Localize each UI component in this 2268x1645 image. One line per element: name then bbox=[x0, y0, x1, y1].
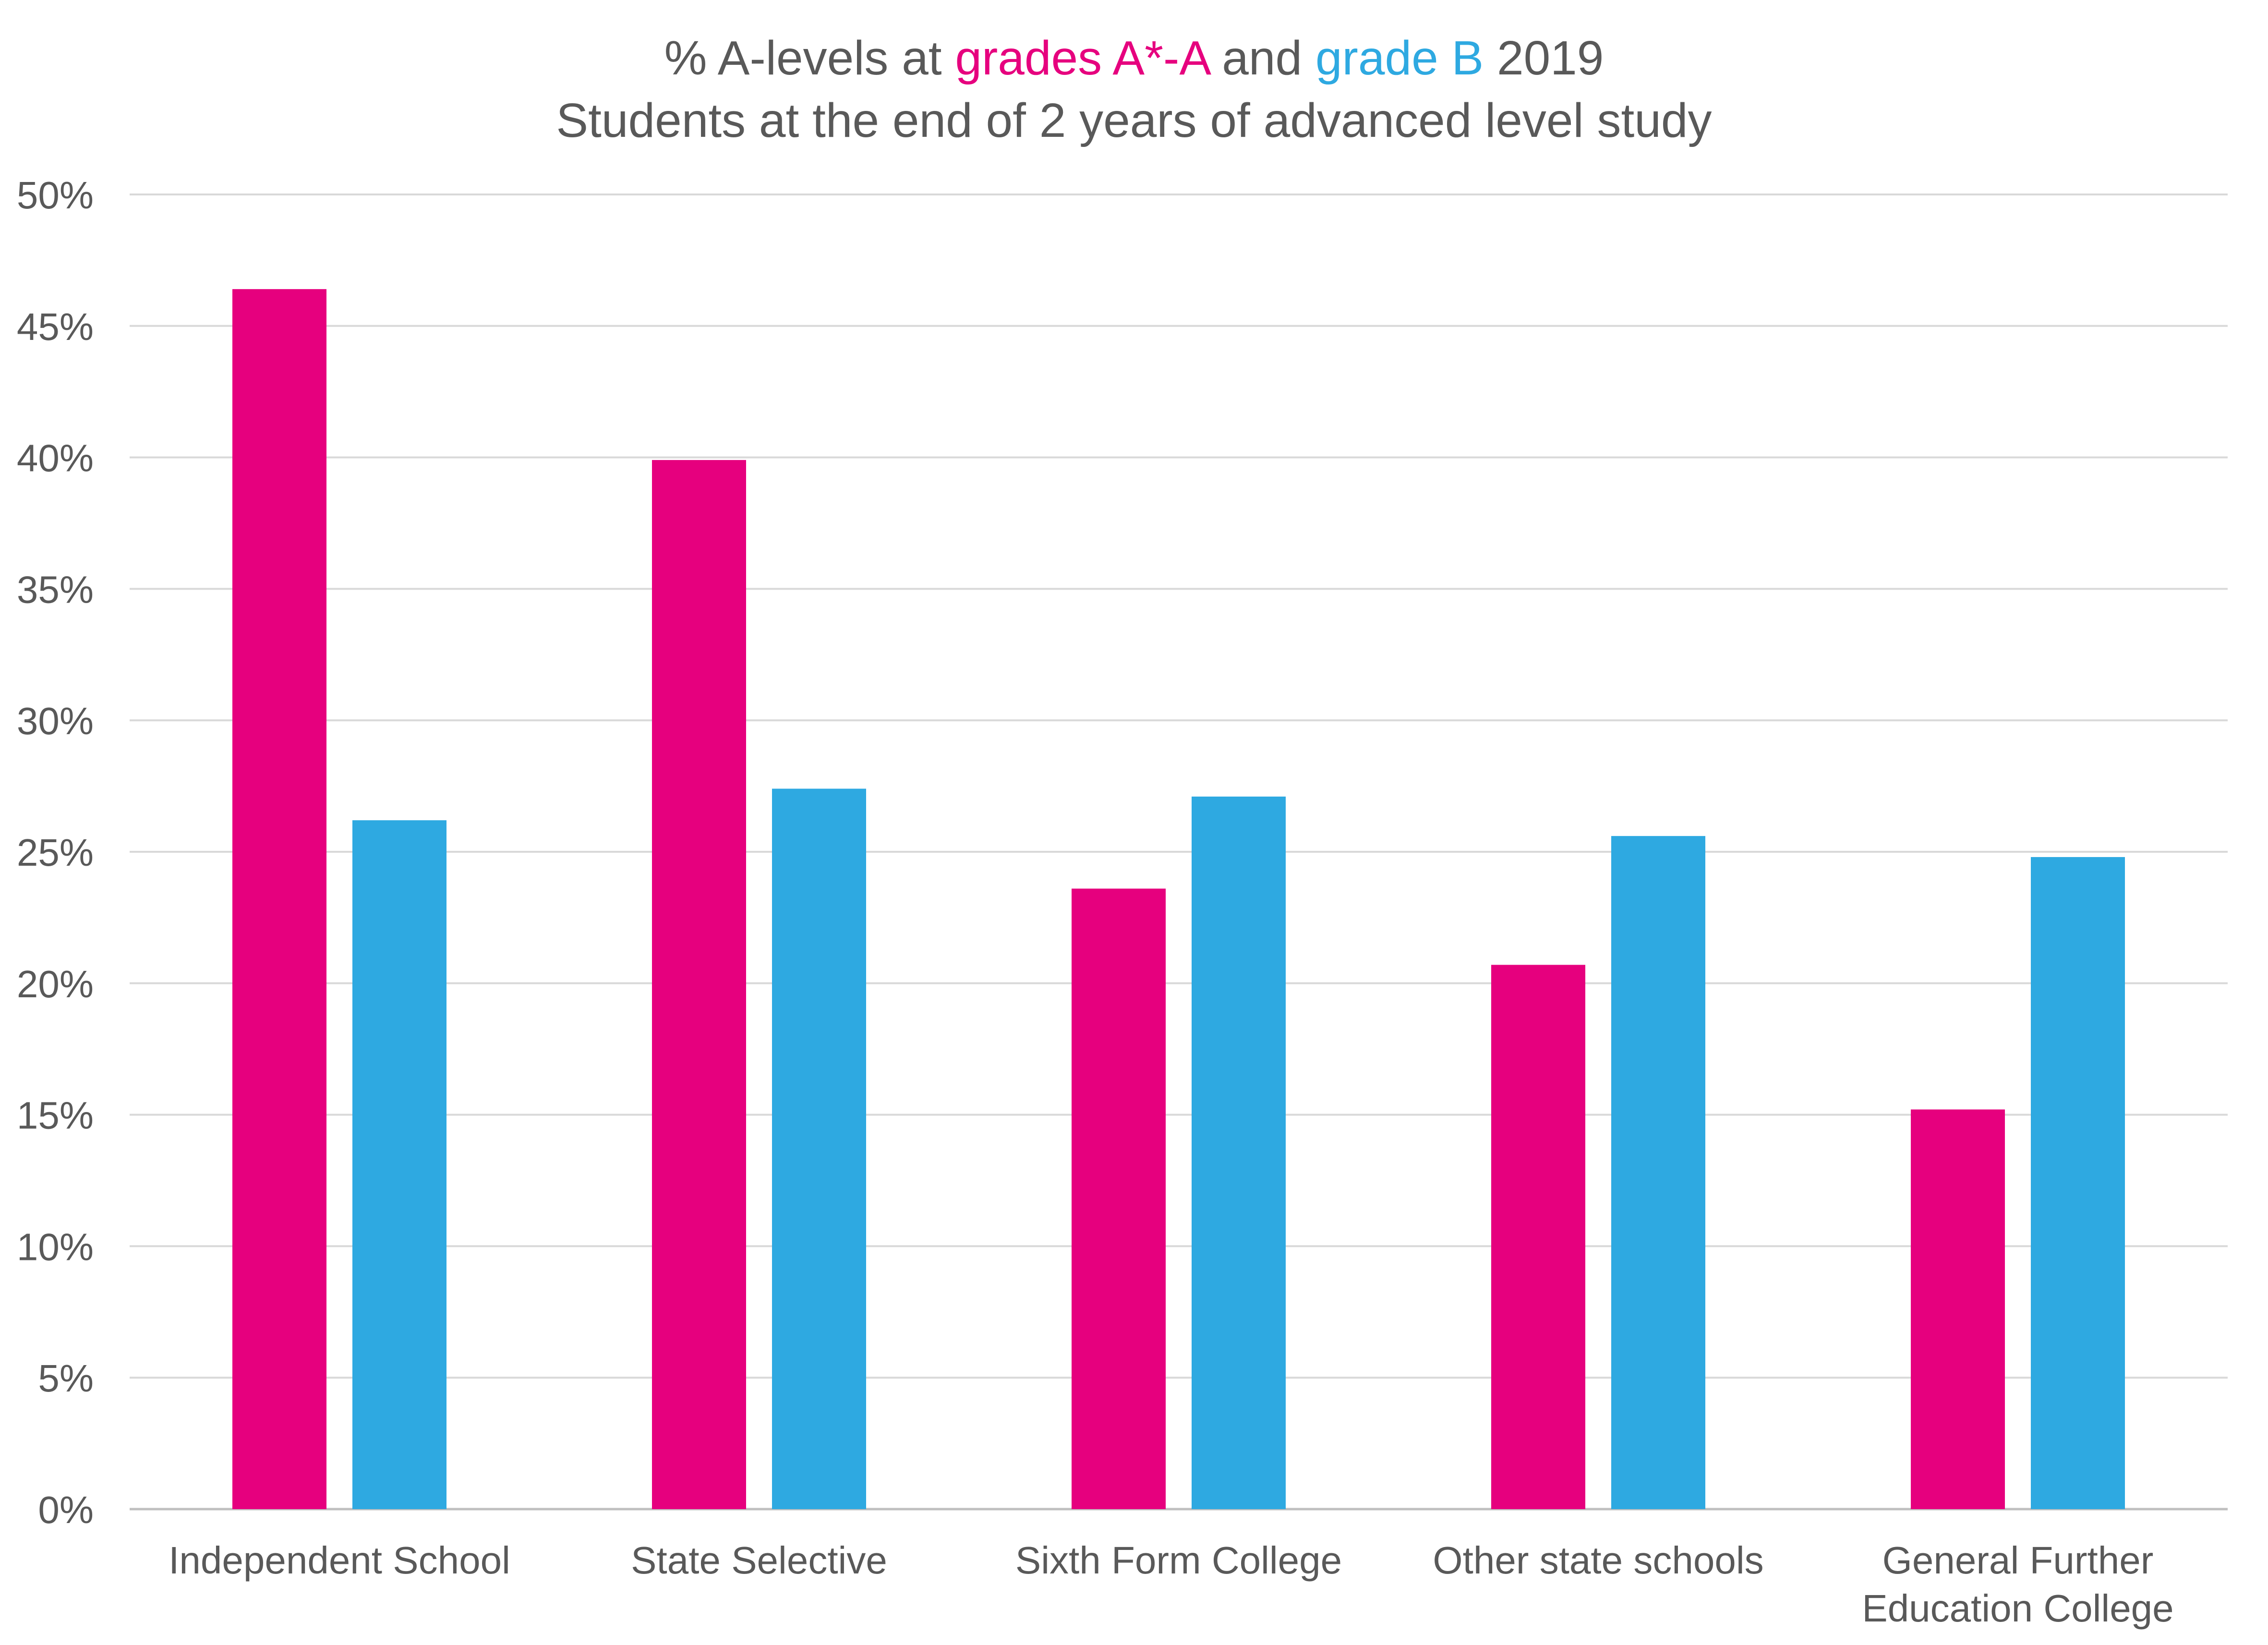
y-tick-label: 10% bbox=[17, 1225, 94, 1268]
title-middle: and bbox=[1209, 31, 1315, 85]
bar-grade-b bbox=[772, 788, 866, 1509]
x-axis-labels: Independent School State Selective Sixth F… bbox=[169, 1539, 2174, 1630]
chart-title: % A-levels at grades A*-A and grade B 20… bbox=[556, 31, 1712, 147]
bar-grade-b bbox=[352, 820, 446, 1509]
y-tick-label: 15% bbox=[17, 1094, 94, 1137]
y-axis-ticks: 0% 5% 10% 15% 20% 25% 30% 35% 40% 45% 50% bbox=[17, 174, 94, 1531]
y-tick-label: 40% bbox=[17, 437, 94, 480]
x-tick-label: State Selective bbox=[631, 1539, 887, 1582]
title-suffix: 2019 bbox=[1484, 31, 1604, 85]
x-tick-label: Education College bbox=[1862, 1587, 2173, 1630]
bar-grades-a-star-a bbox=[232, 289, 326, 1509]
chart-title-line2: Students at the end of 2 years of advanc… bbox=[556, 94, 1712, 147]
bars bbox=[232, 289, 2125, 1510]
x-tick-label: General Further bbox=[1882, 1539, 2154, 1582]
title-prefix: % A-levels at bbox=[664, 31, 955, 85]
y-tick-label: 45% bbox=[17, 305, 94, 348]
y-tick-label: 30% bbox=[17, 700, 94, 742]
title-series-b-label: grade B bbox=[1315, 31, 1484, 85]
bar-grade-b bbox=[1192, 797, 1286, 1509]
y-tick-label: 35% bbox=[17, 568, 94, 611]
title-series-a-label: grades A*-A bbox=[955, 31, 1211, 85]
bar-grades-a-star-a bbox=[1072, 888, 1166, 1509]
bar-grade-b bbox=[2031, 857, 2125, 1509]
bar-grades-a-star-a bbox=[1911, 1109, 2005, 1509]
bar-grades-a-star-a bbox=[652, 460, 746, 1510]
y-tick-label: 0% bbox=[38, 1488, 94, 1531]
bar-grades-a-star-a bbox=[1491, 965, 1585, 1509]
x-tick-label: Other state schools bbox=[1433, 1539, 1763, 1582]
y-tick-label: 25% bbox=[17, 831, 94, 874]
x-tick-label: Independent School bbox=[169, 1539, 510, 1582]
y-tick-label: 20% bbox=[17, 963, 94, 1005]
bar-grade-b bbox=[1611, 836, 1705, 1509]
gridlines bbox=[130, 194, 2228, 1511]
y-tick-label: 50% bbox=[17, 174, 94, 217]
x-tick-label: Sixth Form College bbox=[1015, 1539, 1342, 1582]
y-tick-label: 5% bbox=[38, 1357, 94, 1400]
chart-title-line1: % A-levels at grades A*-A and grade B 20… bbox=[664, 31, 1604, 85]
